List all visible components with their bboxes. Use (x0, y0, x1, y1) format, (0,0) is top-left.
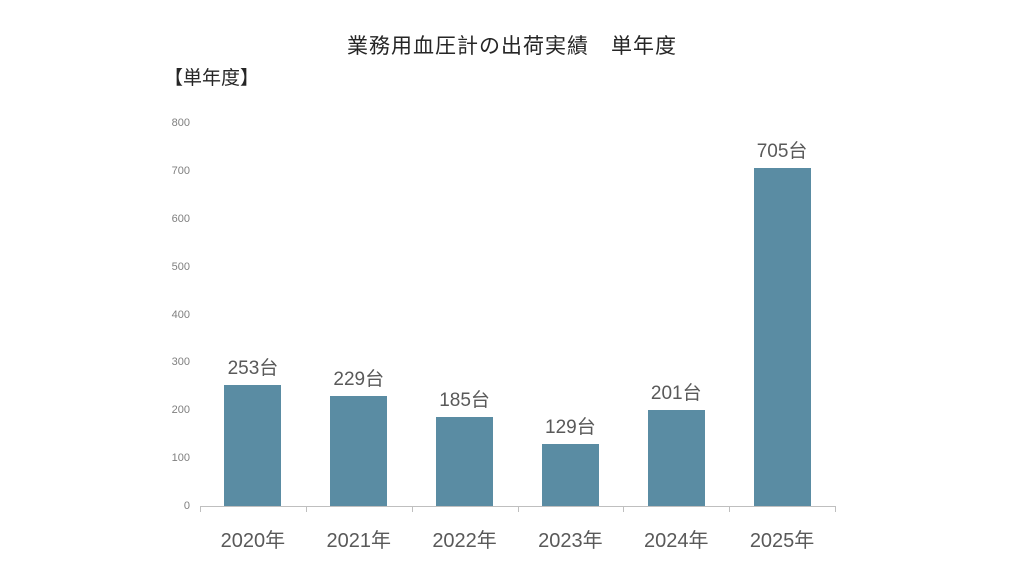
y-tick-label: 300 (171, 356, 190, 369)
bar-value-label: 253台 (227, 357, 279, 379)
y-tick-label: 500 (171, 260, 190, 273)
x-category-label: 2024年 (643, 530, 709, 552)
plot-area: 253台 229台 185台 129台 201台 705台 (200, 123, 835, 506)
x-category-label: 2020年 (220, 530, 286, 552)
x-category-label: 2025年 (749, 530, 815, 552)
bar-2023年 (541, 444, 599, 506)
y-tick-label: 800 (171, 117, 190, 129)
chart-title: 業務用血圧計の出荷実績 単年度 (347, 35, 677, 58)
bar-2020年 (224, 384, 282, 506)
y-tick-label: 200 (171, 404, 190, 417)
unit-label: 【単年度】 (164, 68, 260, 89)
bar-2024年 (647, 409, 705, 506)
bar-value-label: 129台 (545, 417, 596, 439)
x-axis-labels: 2020年 2021年 2022年 2023年 2024年 2025年 (200, 524, 835, 552)
x-category-label: 2022年 (432, 530, 497, 552)
bar-value-label: 185台 (439, 390, 490, 412)
y-tick-label: 600 (171, 212, 190, 225)
y-axis: 0 100 200 300 400 500 600 700 800 (0, 117, 190, 512)
bar-2021年 (330, 396, 388, 506)
x-axis-tick (200, 506, 201, 512)
bar-2025年 (753, 168, 811, 506)
bar-2022年 (436, 417, 494, 506)
bar-value-label: 705台 (756, 141, 808, 163)
x-axis-tick (835, 506, 836, 512)
x-axis-tick (305, 506, 307, 512)
x-category-label: 2023年 (538, 530, 603, 552)
x-axis-tick (411, 506, 413, 512)
x-category-label: 2021年 (326, 530, 391, 552)
y-tick-label: 400 (171, 308, 190, 321)
bar-value-label: 229台 (333, 369, 385, 391)
x-axis-tick (729, 506, 731, 512)
x-axis-tick (517, 506, 519, 512)
y-tick-label: 100 (171, 452, 190, 465)
y-tick-label: 0 (183, 500, 190, 512)
y-tick-label: 700 (171, 164, 190, 177)
bar-value-label: 201台 (650, 382, 702, 404)
x-axis-tick (623, 506, 625, 512)
